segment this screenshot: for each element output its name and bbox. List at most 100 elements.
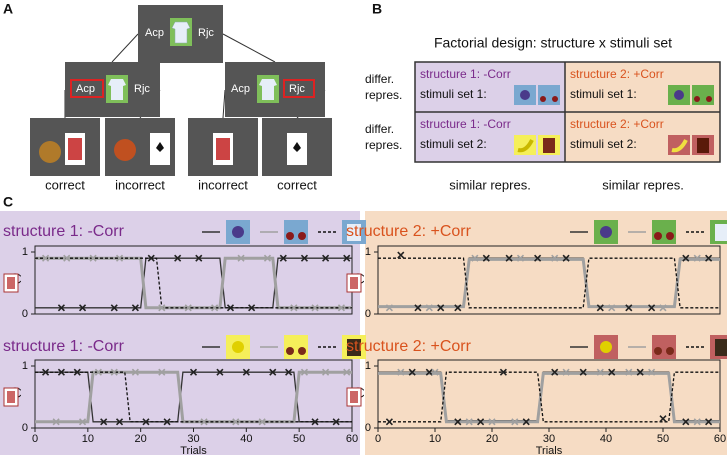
legend-icon bbox=[652, 220, 676, 244]
y-tick-label: 0 bbox=[22, 422, 28, 434]
choice-marker bbox=[94, 368, 102, 376]
choice-marker bbox=[131, 368, 139, 376]
choice-marker bbox=[100, 418, 108, 426]
choice-marker bbox=[110, 368, 118, 376]
choice-marker bbox=[163, 418, 171, 426]
outcome-boxes bbox=[30, 118, 332, 176]
choice-marker bbox=[425, 304, 433, 312]
choice-marker bbox=[337, 304, 345, 312]
choice-marker bbox=[397, 251, 405, 259]
row-label: repres. bbox=[365, 88, 402, 102]
selection-outline bbox=[283, 79, 315, 98]
y-tick-label: 1 bbox=[22, 246, 28, 258]
series-line bbox=[35, 257, 352, 309]
choice-marker bbox=[89, 254, 97, 262]
choice-marker bbox=[279, 254, 287, 262]
chart-title: structure 2: +Corr bbox=[346, 338, 472, 355]
choice-marker bbox=[437, 304, 445, 312]
chart-title: structure 1: -Corr bbox=[3, 338, 125, 355]
legend-icon-glyph bbox=[347, 224, 361, 241]
legend-icon-glyph bbox=[666, 347, 674, 355]
choice-marker bbox=[648, 304, 656, 312]
choice-marker bbox=[596, 304, 604, 312]
cell-structure: structure 2: +Corr bbox=[570, 67, 664, 81]
panel-title: Factorial design: structure x stimuli se… bbox=[434, 35, 672, 51]
cell-icons bbox=[514, 85, 714, 155]
choice-marker bbox=[211, 304, 219, 312]
choice-marker bbox=[682, 418, 690, 426]
choice-marker bbox=[471, 254, 479, 262]
choice-marker bbox=[258, 418, 266, 426]
choice-marker bbox=[562, 254, 570, 262]
legend-icon-glyph bbox=[715, 339, 727, 356]
cell-structure: structure 1: -Corr bbox=[420, 117, 511, 131]
choice-marker bbox=[232, 418, 240, 426]
choice-marker bbox=[499, 368, 507, 376]
reject-option: Rjc bbox=[134, 83, 150, 95]
choice-marker bbox=[608, 368, 616, 376]
choice-marker bbox=[482, 254, 490, 262]
x-tick-label: 20 bbox=[486, 433, 498, 445]
choice-marker bbox=[42, 368, 50, 376]
choice-marker bbox=[322, 254, 330, 262]
series-line bbox=[378, 371, 720, 424]
accept-option: Acp bbox=[145, 27, 164, 39]
choice-marker bbox=[263, 254, 272, 262]
legend-icon-glyph bbox=[298, 347, 306, 355]
choice-marker bbox=[693, 254, 701, 262]
reject-option: Rjc bbox=[198, 27, 214, 39]
choice-marker bbox=[505, 254, 513, 262]
choice-marker bbox=[147, 254, 155, 262]
choice-marker bbox=[63, 254, 71, 262]
choice-marker bbox=[110, 304, 118, 312]
legend-icon-glyph bbox=[600, 341, 612, 353]
x-tick-label: 0 bbox=[375, 433, 381, 445]
column-label: similar repres. bbox=[602, 177, 684, 192]
choice-marker bbox=[454, 418, 462, 426]
choice-marker bbox=[237, 254, 245, 262]
choice-marker bbox=[332, 418, 340, 426]
reject-option: Rjc bbox=[289, 83, 305, 95]
cell-set: stimuli set 1: bbox=[420, 87, 487, 101]
chart-title: structure 1: -Corr bbox=[3, 223, 125, 240]
choice-marker bbox=[57, 304, 65, 312]
x-tick-label: 40 bbox=[600, 433, 612, 445]
choice-marker bbox=[625, 304, 633, 312]
choice-marker bbox=[290, 304, 298, 312]
x-tick-label: 10 bbox=[82, 433, 94, 445]
choice-marker bbox=[42, 254, 50, 262]
x-tick-label: 60 bbox=[714, 433, 726, 445]
accept-option: Acp bbox=[76, 83, 95, 95]
choice-marker bbox=[158, 368, 166, 376]
choice-marker bbox=[659, 304, 667, 312]
x-tick-label: 50 bbox=[657, 433, 669, 445]
choice-marker bbox=[242, 368, 250, 376]
choice-marker bbox=[311, 304, 319, 312]
legend-icon bbox=[652, 335, 676, 359]
choice-marker bbox=[300, 254, 309, 262]
choice-marker bbox=[454, 304, 462, 312]
legend-icon bbox=[284, 335, 308, 359]
shirt-icon bbox=[171, 21, 191, 44]
x-tick-label: 30 bbox=[187, 433, 199, 445]
choice-marker bbox=[414, 304, 422, 312]
choice-marker bbox=[465, 418, 473, 426]
ylabel-card-icon bbox=[7, 277, 15, 289]
row-label: differ. bbox=[365, 122, 394, 136]
choice-marker bbox=[158, 304, 166, 312]
outcome-label: correct bbox=[45, 177, 85, 192]
choice-marker bbox=[385, 418, 393, 426]
panel-background bbox=[0, 211, 360, 455]
choice-marker bbox=[636, 368, 644, 376]
choice-marker bbox=[425, 368, 433, 376]
shirt-icon bbox=[108, 79, 126, 100]
legend-icon-glyph bbox=[600, 226, 612, 238]
choice-marker bbox=[285, 368, 293, 376]
series-line bbox=[378, 257, 720, 309]
choice-marker bbox=[659, 415, 667, 423]
legend-icon-glyph bbox=[347, 339, 361, 356]
choice-marker bbox=[431, 368, 439, 376]
series-line bbox=[35, 370, 352, 424]
choice-marker bbox=[397, 368, 405, 376]
